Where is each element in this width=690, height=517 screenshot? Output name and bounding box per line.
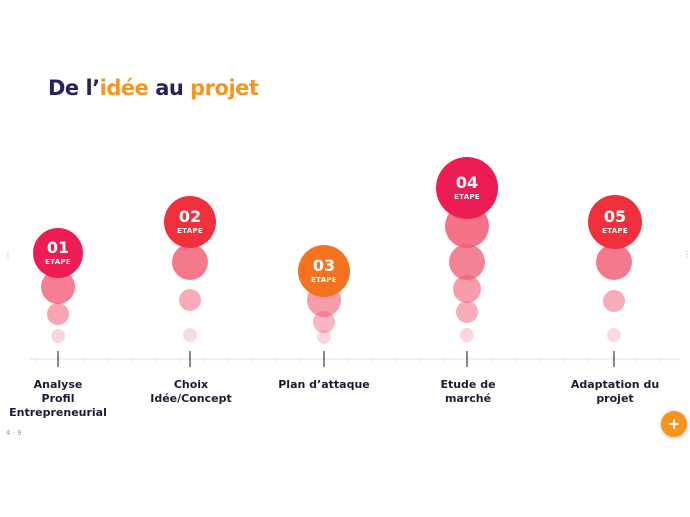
label-line: Profil: [0, 392, 116, 406]
bubble-step-5-2: [603, 290, 625, 312]
step-word: ETAPE: [45, 258, 71, 267]
timeline: 01 ETAPE 02 ETAPE 03 ETAPE 04 ETAPE 05 E…: [0, 0, 690, 517]
left-handle-icon[interactable]: ⋮: [4, 253, 12, 257]
bubble-step-4-2: [449, 244, 485, 280]
bubble-step-2-1: [172, 244, 208, 280]
step-number: 01: [47, 240, 69, 256]
step-number: 03: [313, 258, 335, 274]
bubble-step-3-2: [313, 311, 335, 333]
step-number: 05: [604, 209, 626, 225]
label-line: projet: [554, 392, 676, 406]
bubble-step-5-1: [596, 244, 632, 280]
step-word: ETAPE: [177, 227, 203, 236]
step-label-1: Analyse Profil Entrepreneurial: [0, 378, 116, 420]
slide: De l’idée au projet 01 ETAPE 02 ETAPE 03…: [0, 0, 690, 517]
step-circle-5[interactable]: 05 ETAPE: [588, 195, 642, 249]
bubble-step-5-3: [607, 328, 621, 342]
right-handle-icon[interactable]: ⋮: [683, 253, 690, 257]
label-line: Analyse: [0, 378, 116, 392]
step-label-5: Adaptation du projet: [554, 378, 676, 406]
bubble-step-4-3: [453, 275, 481, 303]
label-line: Plan d’attaque: [264, 378, 384, 392]
step-label-3: Plan d’attaque: [264, 378, 384, 392]
label-line: Entrepreneurial: [0, 406, 116, 420]
label-line: Etude de: [408, 378, 528, 392]
label-line: Idée/Concept: [132, 392, 250, 406]
bubble-step-4-4: [456, 301, 478, 323]
bubble-step-2-3: [183, 328, 197, 342]
step-number: 02: [179, 209, 201, 225]
step-circle-2[interactable]: 02 ETAPE: [164, 196, 216, 248]
step-label-2: Choix Idée/Concept: [132, 378, 250, 406]
label-line: Adaptation du: [554, 378, 676, 392]
step-number: 04: [456, 175, 478, 191]
step-word: ETAPE: [454, 193, 480, 202]
bubble-step-1-3: [51, 329, 65, 343]
step-circle-3[interactable]: 03 ETAPE: [298, 245, 350, 297]
step-circle-4[interactable]: 04 ETAPE: [436, 157, 498, 219]
step-word: ETAPE: [602, 227, 628, 236]
bubble-step-2-2: [179, 289, 201, 311]
step-word: ETAPE: [311, 276, 337, 285]
page-indicator: 4 · 9: [6, 429, 22, 437]
add-button[interactable]: +: [661, 411, 687, 437]
label-line: Choix: [132, 378, 250, 392]
label-line: marché: [408, 392, 528, 406]
bubble-step-4-5: [460, 328, 474, 342]
step-circle-1[interactable]: 01 ETAPE: [33, 228, 83, 278]
bubble-step-3-3: [317, 330, 331, 344]
step-label-4: Etude de marché: [408, 378, 528, 406]
bubble-step-1-2: [47, 303, 69, 325]
